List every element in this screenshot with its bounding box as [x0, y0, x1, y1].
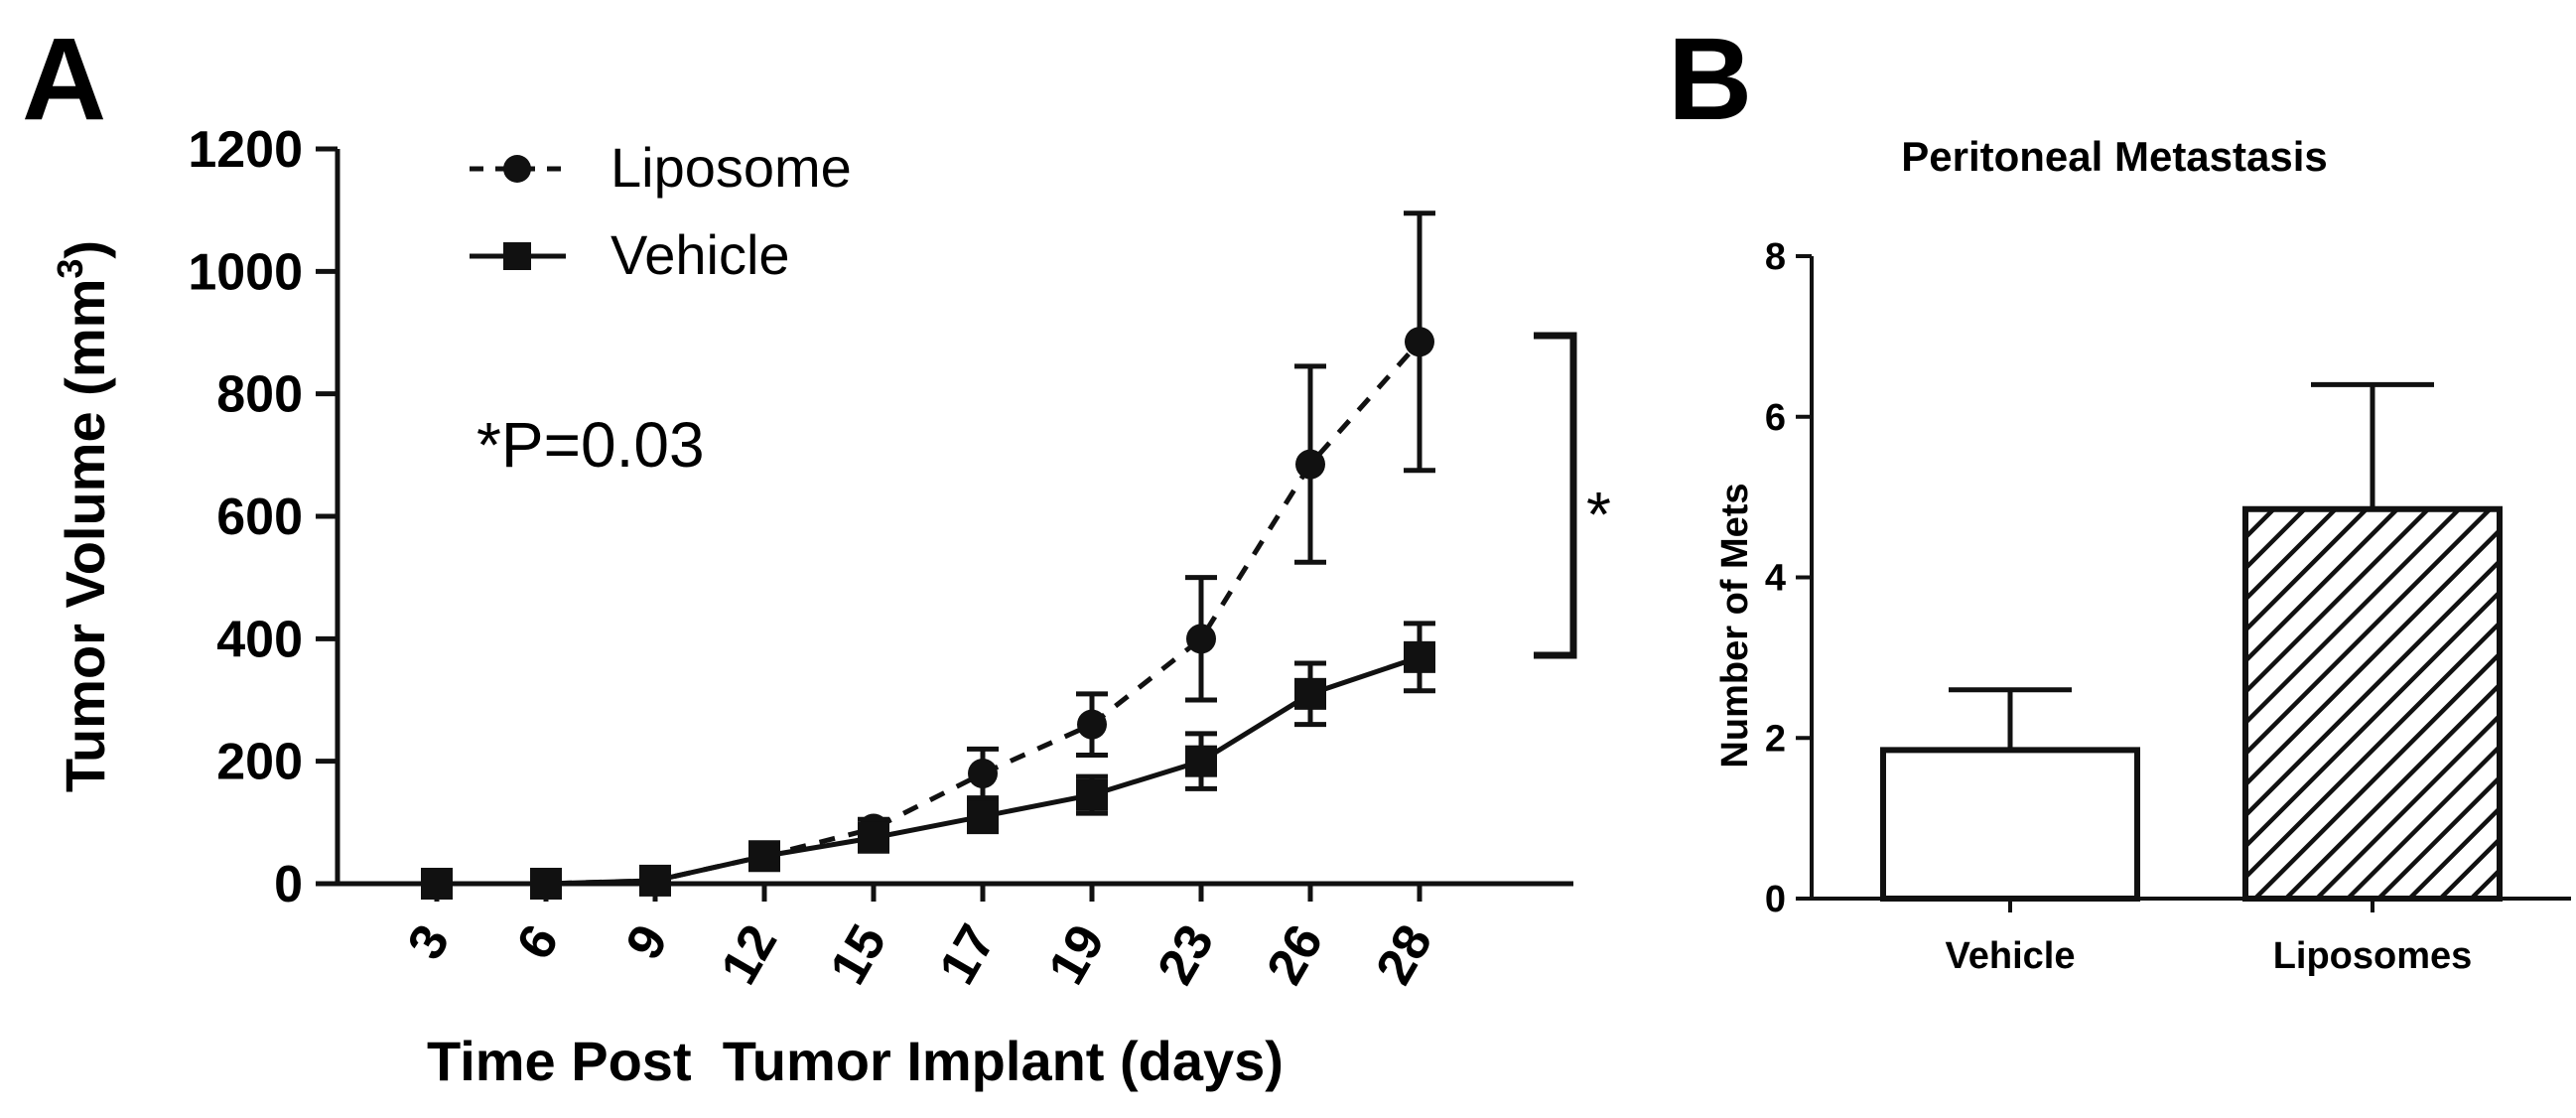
chart-a-x-tick-label: 23 — [1147, 915, 1225, 994]
panel-label-b: B — [1668, 14, 1752, 145]
chart-a-y-axis-title: Tumor Volume (mm3) — [50, 240, 116, 792]
chart-b-y-tick-label: 8 — [1765, 236, 1786, 278]
data-point — [1295, 449, 1325, 480]
panel-label-a: A — [22, 14, 106, 145]
legend-entry-vehicle: Vehicle — [470, 223, 790, 286]
bar-vehicle — [1880, 687, 2140, 902]
series-liposome — [422, 210, 1435, 899]
data-point — [1077, 709, 1107, 740]
chart-a-y-tick-label: 800 — [216, 366, 303, 424]
data-point — [1185, 745, 1217, 777]
error-bar — [2311, 381, 2434, 509]
legend-liposome-label: Liposome — [610, 136, 852, 199]
chart-b-y-ticks: 0 2 4 6 8 — [1765, 236, 1812, 920]
chart-a-y-tick-label: 1000 — [188, 243, 303, 301]
chart-b-y-tick-label: 0 — [1765, 879, 1786, 920]
chart-a-x-axis-title: Time Post Tumor Implant (days) — [427, 1030, 1284, 1092]
data-point — [1076, 778, 1108, 811]
chart-a-y-tick-label: 1200 — [188, 121, 303, 179]
chart-a-x-ticks: 3 6 9 12 15 17 19 23 26 28 — [397, 884, 1443, 994]
legend-entry-liposome: Liposome — [470, 136, 852, 199]
chart-a-x-tick-label: 26 — [1256, 915, 1334, 994]
legend-liposome-marker — [503, 155, 531, 183]
data-point — [858, 821, 889, 854]
data-point — [1404, 640, 1435, 673]
chart-a-x-tick-label: 9 — [615, 915, 680, 969]
chart-a-y-ticks: 0 200 400 600 800 1000 1200 — [188, 121, 338, 913]
chart-a-x-tick-label: 17 — [928, 915, 1007, 994]
chart-a-y-tick-label: 200 — [216, 734, 303, 791]
chart-a-x-tick-label: 15 — [819, 915, 897, 994]
chart-a-y-axis-title-close: ) — [54, 240, 116, 259]
chart-b-y-axis-title: Number of Mets — [1714, 483, 1756, 768]
chart-b-bars — [1880, 381, 2503, 902]
data-point — [1405, 327, 1434, 357]
chart-b-y-tick-label: 4 — [1765, 558, 1786, 600]
legend-vehicle-label: Vehicle — [610, 223, 790, 286]
chart-a-y-tick-label: 400 — [216, 611, 303, 668]
chart-a-y-axis-title-main: Tumor Volume (mm — [54, 279, 116, 793]
chart-a-x-tick-label: 6 — [506, 915, 571, 969]
chart-b-x-tick-label: Liposomes — [2273, 935, 2473, 977]
data-point — [639, 864, 671, 897]
chart-b: Peritoneal Metastasis 0 2 4 6 8 Vehicle Lipos… — [1714, 133, 2571, 977]
chart-a-x-tick-label: 3 — [397, 915, 462, 969]
chart-a-legend: Liposome Vehicle — [470, 136, 852, 286]
data-point — [1186, 624, 1216, 654]
chart-a-y-axis-title-sup: 3 — [50, 259, 90, 279]
chart-a-p-value-annotation: *P=0.03 — [476, 409, 705, 481]
chart-b-x-ticks: Vehicle Liposomes — [1946, 899, 2473, 977]
chart-b-y-tick-label: 6 — [1765, 397, 1786, 439]
chart-a-y-tick-label: 0 — [274, 856, 303, 913]
chart-b-y-tick-label: 2 — [1765, 718, 1786, 760]
significance-marker: * — [1586, 479, 1611, 550]
chart-a-series — [421, 210, 1435, 900]
data-point — [1294, 677, 1326, 710]
series-line-vehicle — [437, 654, 1421, 887]
bar-liposomes — [2242, 381, 2503, 902]
legend-vehicle-marker — [503, 242, 531, 270]
data-point — [967, 800, 999, 833]
bar-rect — [2242, 505, 2503, 902]
chart-a-x-tick-label: 12 — [710, 915, 788, 994]
data-point — [530, 868, 562, 900]
chart-a-x-tick-label: 19 — [1037, 915, 1116, 994]
data-point — [421, 868, 453, 900]
chart-a-y-tick-label: 600 — [216, 489, 303, 546]
significance-bracket — [1534, 332, 1577, 659]
chart-b-title: Peritoneal Metastasis — [1901, 133, 2328, 180]
series-vehicle — [421, 621, 1435, 900]
data-point — [748, 840, 780, 873]
bar-rect — [1880, 747, 2140, 902]
error-bar — [1949, 687, 2072, 751]
data-point — [968, 759, 998, 788]
chart-a-x-tick-label: 28 — [1365, 915, 1443, 994]
chart-b-x-tick-label: Vehicle — [1946, 935, 2076, 977]
